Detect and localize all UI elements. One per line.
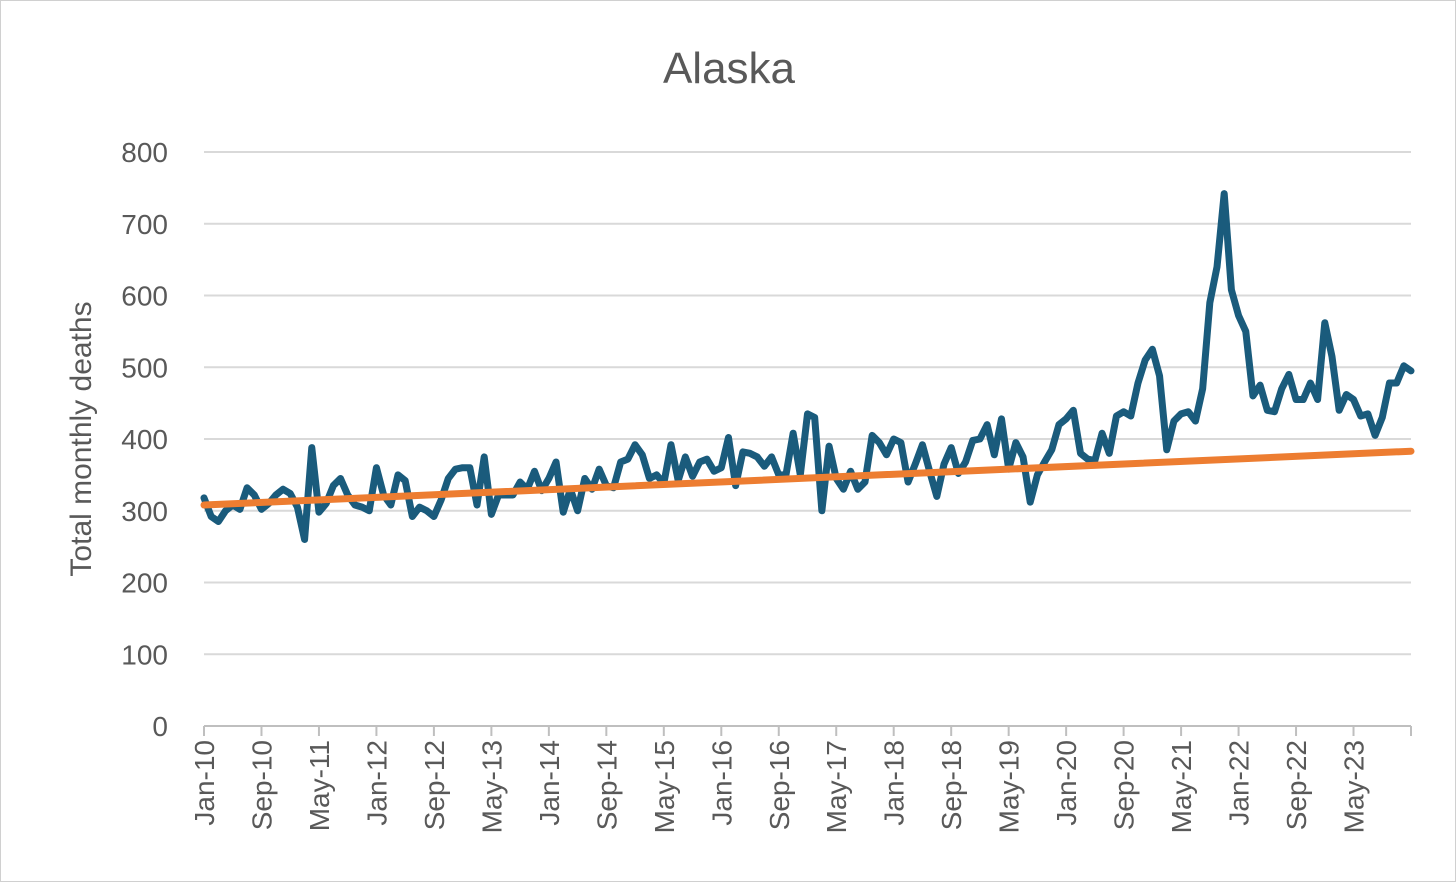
x-tick-label: May-15 xyxy=(649,740,680,833)
x-tick-label: Jan-12 xyxy=(361,740,392,826)
y-tick-label: 0 xyxy=(152,711,168,742)
y-tick-label: 400 xyxy=(121,424,168,455)
y-axis-ticks: 0 100 200 300 400 500 600 700 800 xyxy=(121,137,168,742)
x-tick-label: Sep-14 xyxy=(591,740,622,830)
x-tick-label: May-21 xyxy=(1166,740,1197,833)
x-tick-label: Jan-16 xyxy=(706,740,737,826)
x-tick-label: Sep-12 xyxy=(419,740,450,830)
x-tick-label: Jan-20 xyxy=(1051,740,1082,826)
y-tick-label: 300 xyxy=(121,496,168,527)
x-tick-label: Sep-22 xyxy=(1281,740,1312,830)
y-tick-label: 700 xyxy=(121,209,168,240)
x-tick-label: Jan-14 xyxy=(534,740,565,826)
gridlines xyxy=(204,151,1411,656)
x-tick-label: Sep-16 xyxy=(764,740,795,830)
y-axis-title: Total monthly deaths xyxy=(65,301,98,576)
x-tick-label: Jan-22 xyxy=(1224,740,1255,826)
x-axis: Jan-10 Sep-10 May-11 Jan-12 Sep-12 May-13 Jan-… xyxy=(189,725,1412,833)
x-tick-label: May-19 xyxy=(994,740,1025,833)
x-tick-label: Sep-18 xyxy=(936,740,967,830)
series-layer xyxy=(200,190,1415,543)
chart-title: Alaska xyxy=(663,44,796,93)
x-tick-label: Jan-10 xyxy=(189,740,220,826)
x-tick-label: Jan-18 xyxy=(879,740,910,826)
y-tick-label: 600 xyxy=(121,281,168,312)
x-tick-label: Sep-10 xyxy=(246,740,277,830)
x-tick-label: May-13 xyxy=(476,740,507,833)
x-tick-label: May-11 xyxy=(304,740,335,831)
y-tick-label: 100 xyxy=(121,639,168,670)
y-tick-label: 500 xyxy=(121,352,168,383)
series-line-monthly-deaths xyxy=(200,190,1415,543)
x-tick-label: May-17 xyxy=(821,740,852,833)
series-line-trend xyxy=(200,447,1415,509)
x-tick-label: Sep-20 xyxy=(1109,740,1140,830)
x-tick-label: May-23 xyxy=(1339,740,1370,833)
y-tick-label: 200 xyxy=(121,568,168,599)
y-tick-label: 800 xyxy=(121,137,168,168)
